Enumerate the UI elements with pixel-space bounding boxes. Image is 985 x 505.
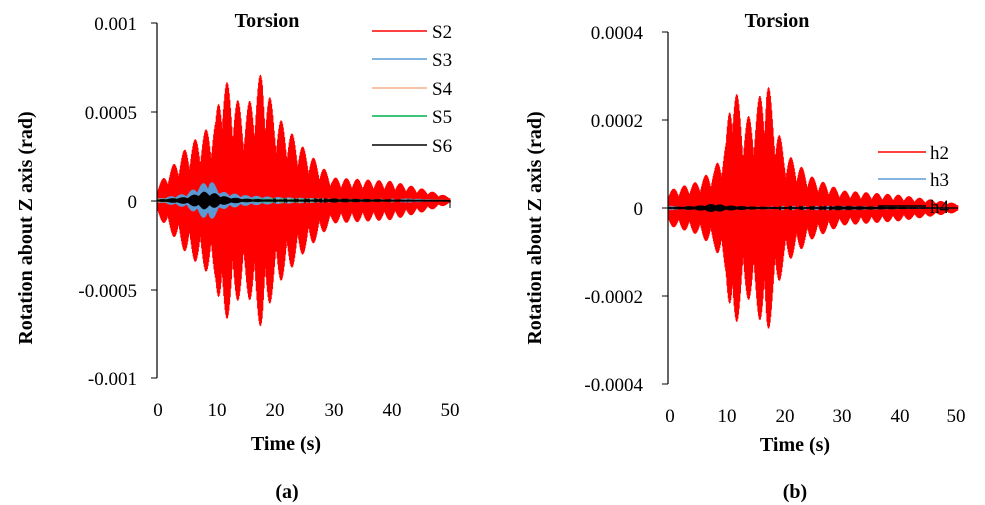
- panel-b-y-tick-label: 0: [634, 199, 644, 220]
- panel-a-y-tick-label: -0.001: [88, 369, 137, 390]
- legend-label-s5: S5: [432, 107, 452, 128]
- panel-a-x-tick-label: 0: [153, 400, 163, 421]
- panel-a-legend: S2 S3 S4 S5 S6: [372, 22, 453, 157]
- panel-a-caption: (a): [275, 481, 298, 503]
- panel-a-y-axis-label: Rotation about Z axis (rad): [15, 111, 37, 344]
- series-line-h2: [667, 87, 959, 329]
- panel-b-x-tick-label: 50: [947, 406, 966, 427]
- panel-b-y-tick-label: -0.0002: [584, 287, 643, 308]
- panel-a-y-tick-label: 0.0005: [85, 103, 137, 124]
- panel-b-y-axis-label: Rotation about Z axis (rad): [524, 111, 546, 344]
- series-line-s6: [156, 191, 450, 210]
- panel-b-x-tick-label: 10: [718, 406, 737, 427]
- panel-b-x-tick-label: 20: [776, 406, 795, 427]
- panel-b-y-tick-label: -0.0004: [584, 375, 643, 396]
- panel-a-x-tick-label: 20: [266, 400, 285, 421]
- panel-b-x-tick-label: 0: [665, 406, 675, 427]
- panel-b-legend: h2 h3 h4: [878, 143, 950, 218]
- panel-a-x-tick-label: 40: [383, 400, 402, 421]
- panel-a-y-tick-label: 0.001: [94, 14, 137, 35]
- legend-label-s2: S2: [432, 22, 452, 43]
- panel-b-x-axis-label: Time (s): [760, 434, 830, 456]
- panel-b-x-tick-label: 30: [833, 406, 852, 427]
- panel-a: Torsion 0.001 0.0005 0 -0.0005 -0.001 0 …: [15, 10, 460, 503]
- legend-label-h3: h3: [930, 170, 949, 191]
- panel-a-series: [156, 74, 451, 327]
- panel-b-axes: 0.0004 0.0002 0 -0.0002 -0.0004 0 10 20 …: [584, 23, 965, 427]
- panel-a-title: Torsion: [235, 10, 300, 32]
- legend-label-h4: h4: [930, 197, 950, 218]
- panel-a-x-tick-label: 50: [441, 400, 460, 421]
- panel-a-axes: 0.001 0.0005 0 -0.0005 -0.001 0 10 20 30…: [78, 14, 459, 421]
- panel-b-x-tick-label: 40: [891, 406, 910, 427]
- panel-b-title: Torsion: [745, 10, 810, 32]
- panel-b-caption: (b): [783, 481, 807, 503]
- panel-b: Torsion 0.0004 0.0002 0 -0.0002 -0.0004 …: [524, 10, 966, 503]
- panel-a-x-tick-label: 10: [208, 400, 227, 421]
- legend-label-s6: S6: [432, 136, 452, 157]
- legend-label-s4: S4: [432, 79, 453, 100]
- panel-a-y-tick-label: 0: [128, 192, 138, 213]
- panel-b-y-tick-label: 0.0002: [591, 111, 643, 132]
- panel-a-x-tick-label: 30: [325, 400, 344, 421]
- legend-label-s3: S3: [432, 50, 452, 71]
- series-line-s2: [156, 74, 451, 327]
- legend-label-h2: h2: [930, 143, 949, 164]
- panel-a-y-tick-label: -0.0005: [78, 281, 137, 302]
- panel-a-x-axis-label: Time (s): [251, 433, 321, 455]
- panel-b-y-tick-label: 0.0004: [591, 23, 644, 44]
